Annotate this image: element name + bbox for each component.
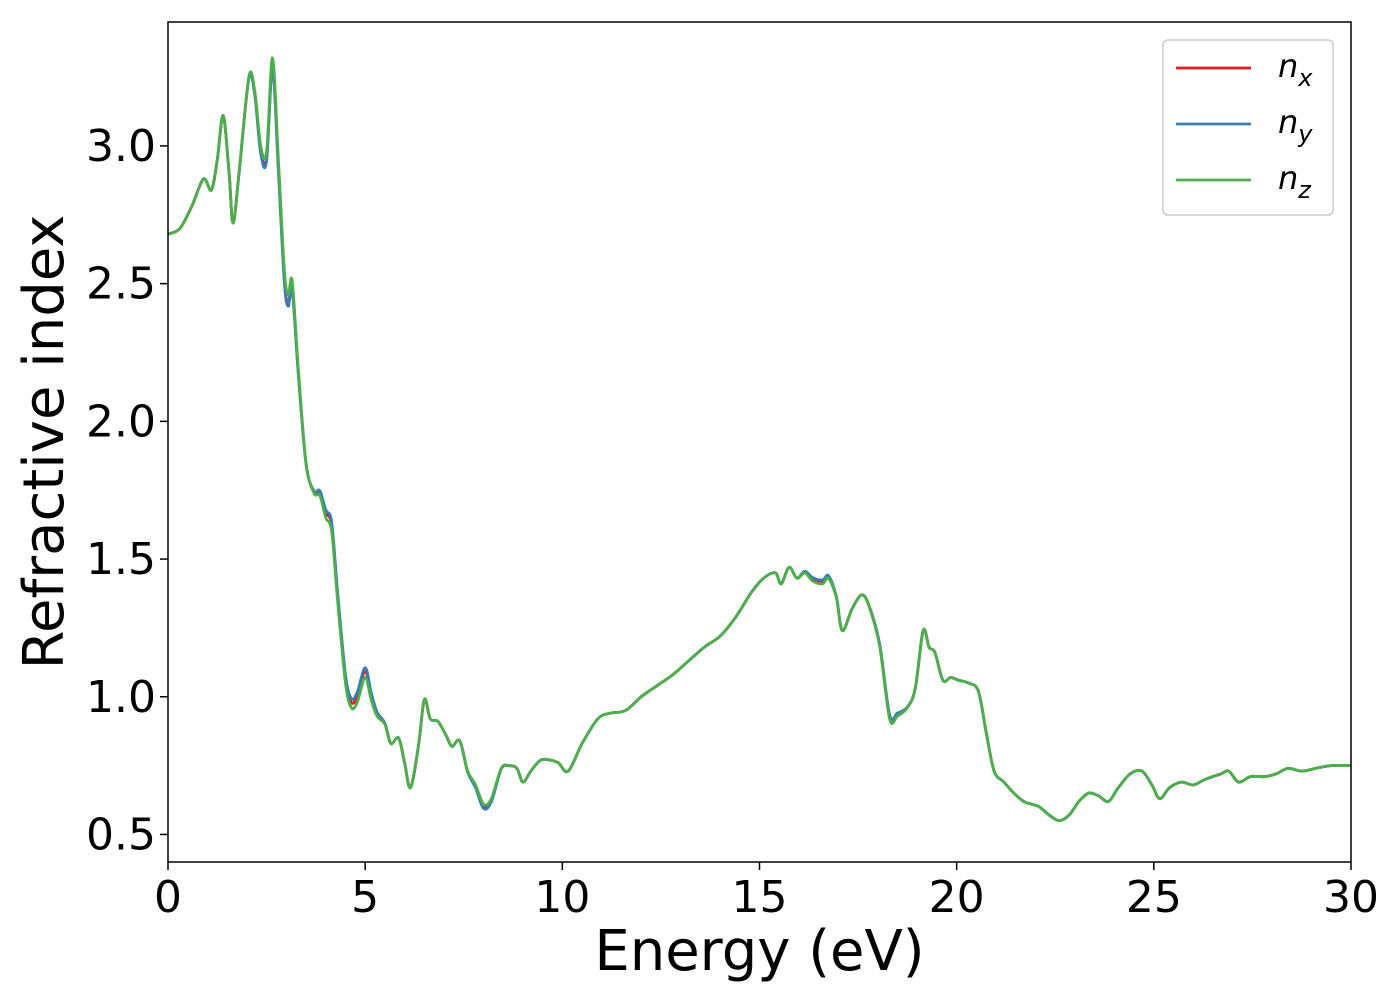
x-axis: 0 5 10 15 20 25 30	[154, 862, 1379, 923]
x-tick-label: 0	[154, 872, 182, 923]
x-tick-label: 30	[1323, 872, 1379, 923]
x-tick-label: 25	[1126, 872, 1182, 923]
x-tick-label: 20	[929, 872, 985, 923]
legend-label-nx: nx	[1278, 47, 1313, 92]
plot-area	[168, 56, 1351, 823]
x-axis-label: Energy (eV)	[594, 919, 924, 984]
x-tick-label: 10	[534, 872, 590, 923]
legend-label-main: n	[1278, 159, 1298, 197]
legend-label-ny: ny	[1278, 103, 1313, 148]
legend-label-subscript: z	[1297, 176, 1312, 204]
x-tick-label: 15	[732, 872, 788, 923]
legend-label-subscript: x	[1297, 64, 1313, 92]
legend-label-nz: nz	[1278, 159, 1312, 204]
y-tick-label: 1.0	[86, 672, 156, 723]
legend-label-subscript: y	[1297, 120, 1313, 148]
y-tick-label: 1.5	[86, 534, 156, 585]
y-tick-label: 2.0	[86, 396, 156, 447]
legend-box	[1162, 39, 1334, 216]
y-axis: 0.5 1.0 1.5 2.0 2.5 3.0	[86, 121, 168, 860]
y-axis-label: Refractive index	[12, 215, 77, 670]
y-tick-label: 2.5	[86, 259, 156, 310]
legend-label-main: n	[1278, 103, 1298, 141]
y-tick-label: 3.0	[86, 121, 156, 172]
legend-label-main: n	[1278, 47, 1298, 85]
series-line-nz	[168, 56, 1351, 823]
x-tick-label: 5	[351, 872, 379, 923]
y-tick-label: 0.5	[86, 809, 156, 860]
